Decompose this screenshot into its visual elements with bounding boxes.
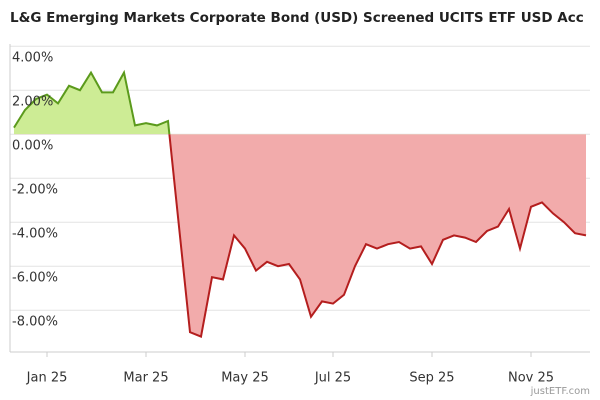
negative-line: [168, 134, 587, 338]
y-tick-label: 0.00%: [12, 139, 53, 154]
y-tick-label: -6.00%: [12, 271, 58, 286]
chart-title: L&G Emerging Markets Corporate Bond (USD…: [10, 10, 584, 26]
positive-line: [13, 69, 171, 135]
x-tick-label: Mar 25: [123, 371, 168, 386]
x-tick-label: May 25: [221, 371, 269, 386]
y-tick-label: -8.00%: [12, 315, 58, 330]
y-tick-label: 2.00%: [12, 95, 53, 110]
y-tick-label: 4.00%: [12, 51, 53, 66]
y-tick-label: -4.00%: [12, 227, 58, 242]
labels: 4.00% 2.00% 0.00% -2.00% -4.00% -6.00% -8.00% J…: [12, 51, 554, 386]
x-tick-label: Jan 25: [26, 371, 68, 386]
y-tick-label: -2.00%: [12, 183, 58, 198]
watermark: justETF.com: [530, 386, 590, 397]
x-tick-label: Jul 25: [314, 371, 351, 386]
positive-area: [14, 72, 170, 135]
plot: [13, 69, 587, 338]
x-tick-label: Sep 25: [409, 371, 454, 386]
negative-area: [14, 134, 586, 337]
x-tick-label: Nov 25: [508, 371, 554, 386]
